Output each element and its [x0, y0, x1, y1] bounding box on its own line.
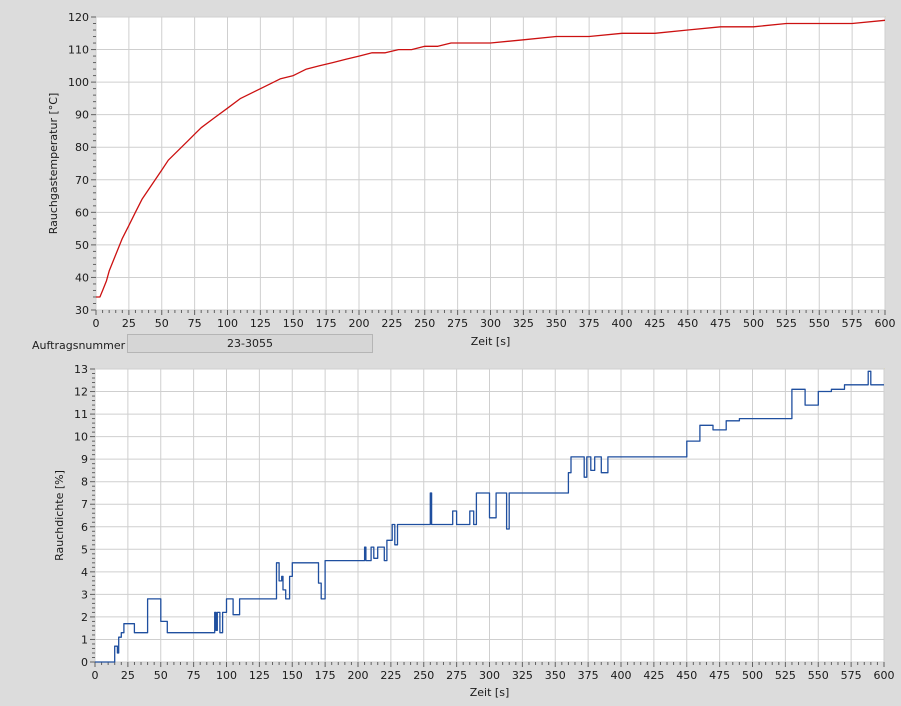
- x-tick-label: 300: [479, 669, 500, 682]
- x-tick-label: 550: [808, 669, 829, 682]
- x-tick-label: 350: [546, 317, 567, 330]
- y-tick-label: 50: [75, 239, 89, 252]
- y-tick-label: 13: [74, 363, 88, 376]
- x-axis-label: Zeit [s]: [470, 686, 509, 699]
- y-tick-label: 80: [75, 141, 89, 154]
- x-tick-label: 25: [121, 669, 135, 682]
- density-chart: 0 25 50 75 100 125 150 175 200 225 250 275 300 325 350…: [53, 363, 895, 699]
- y-tick-label: 40: [75, 271, 89, 284]
- x-tick-label: 350: [545, 669, 566, 682]
- x-tick-label: 575: [841, 669, 862, 682]
- y-tick-label: 8: [81, 476, 88, 489]
- x-tick-label: 225: [381, 317, 402, 330]
- x-tick-label: 150: [282, 669, 303, 682]
- x-tick-label: 75: [187, 669, 201, 682]
- x-tick-label: 250: [413, 669, 434, 682]
- y-tick-label: 0: [81, 656, 88, 669]
- x-tick-label: 425: [644, 317, 665, 330]
- x-axis-label: Zeit [s]: [471, 335, 510, 348]
- series-line: [96, 19, 886, 298]
- x-tick-label: 250: [414, 317, 435, 330]
- y-tick-label: 3: [81, 588, 88, 601]
- x-tick-label: 200: [348, 669, 369, 682]
- x-tick-label: 475: [709, 669, 730, 682]
- y-tick-label: 60: [75, 206, 89, 219]
- x-tick-label: 400: [612, 317, 633, 330]
- x-tick-label: 50: [155, 317, 169, 330]
- y-tick-label: 5: [81, 543, 88, 556]
- y-tick-label: 110: [68, 44, 89, 57]
- x-tick-label: 125: [250, 317, 271, 330]
- series-line: [95, 370, 884, 663]
- x-tick-label: 75: [188, 317, 202, 330]
- y-tick-label: 100: [68, 76, 89, 89]
- x-tick-label: 575: [842, 317, 863, 330]
- x-tick-label: 175: [316, 317, 337, 330]
- x-tick-label: 300: [480, 317, 501, 330]
- x-tick-label: 400: [611, 669, 632, 682]
- y-tick-label: 12: [74, 386, 88, 399]
- y-axis-label: Rauchdichte [%]: [53, 470, 66, 561]
- x-tick-label: 525: [776, 317, 797, 330]
- x-tick-label: 100: [217, 317, 238, 330]
- y-tick-label: 7: [81, 498, 88, 511]
- y-tick-label: 6: [81, 521, 88, 534]
- x-tick-label: 550: [809, 317, 830, 330]
- x-tick-label: 0: [92, 669, 99, 682]
- x-tick-label: 525: [775, 669, 796, 682]
- x-tick-label: 375: [578, 669, 599, 682]
- x-tick-label: 325: [512, 669, 533, 682]
- temperature-chart: 0 25 50 75 100 125 150 175 200 225 250 275 300 325 350…: [47, 11, 896, 348]
- x-tick-label: 450: [676, 669, 697, 682]
- x-tick-label: 325: [513, 317, 534, 330]
- order-number-label: Auftragsnummer: [32, 339, 126, 352]
- y-tick-label: 11: [74, 408, 88, 421]
- x-tick-label: 425: [643, 669, 664, 682]
- x-tick-label: 275: [447, 317, 468, 330]
- x-tick-label: 600: [874, 669, 895, 682]
- y-tick-label: 70: [75, 174, 89, 187]
- x-tick-label: 200: [349, 317, 370, 330]
- y-tick-label: 120: [68, 11, 89, 24]
- y-axis-label: Rauchgastemperatur [°C]: [47, 93, 60, 234]
- x-tick-label: 275: [446, 669, 467, 682]
- y-tick-label: 30: [75, 304, 89, 317]
- x-tick-label: 175: [315, 669, 336, 682]
- x-tick-label: 125: [249, 669, 270, 682]
- y-tick-label: 90: [75, 109, 89, 122]
- x-tick-label: 500: [742, 669, 763, 682]
- y-tick-label: 4: [81, 566, 88, 579]
- x-tick-label: 50: [154, 669, 168, 682]
- x-tick-label: 450: [677, 317, 698, 330]
- x-tick-label: 600: [875, 317, 896, 330]
- x-tick-label: 500: [743, 317, 764, 330]
- x-tick-label: 25: [122, 317, 136, 330]
- x-tick-label: 150: [283, 317, 304, 330]
- x-tick-label: 475: [710, 317, 731, 330]
- y-tick-label: 1: [81, 633, 88, 646]
- x-tick-label: 375: [579, 317, 600, 330]
- y-tick-label: 2: [81, 611, 88, 624]
- order-number-field[interactable]: 23-3055: [127, 334, 373, 353]
- x-tick-label: 225: [380, 669, 401, 682]
- x-tick-label: 0: [93, 317, 100, 330]
- y-tick-label: 10: [74, 431, 88, 444]
- y-tick-label: 9: [81, 453, 88, 466]
- x-tick-label: 100: [216, 669, 237, 682]
